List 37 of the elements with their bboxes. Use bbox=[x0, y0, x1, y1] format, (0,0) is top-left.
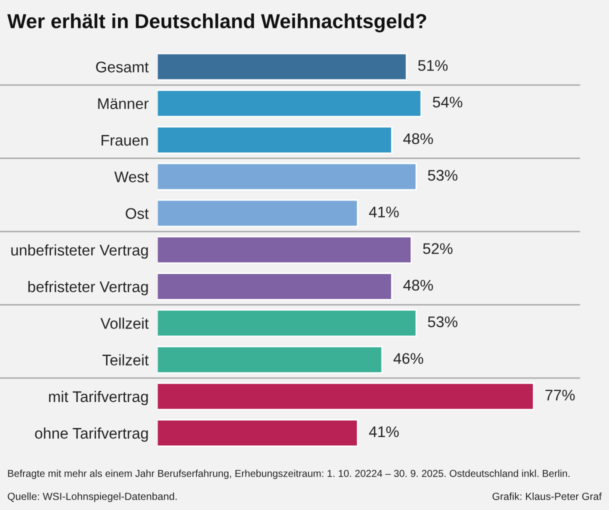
bar bbox=[157, 419, 358, 447]
bar bbox=[157, 309, 417, 338]
data-label: 46% bbox=[393, 353, 424, 364]
y-tick-label: Vollzeit bbox=[100, 318, 149, 329]
text: Befragte mit mehr als einem Jahr Berufserfahrung, Erhebungszeitraum: 1. 10. 20224 – 30. 9. 2025. Ostdeutschland inkl. Berlin. bbox=[8, 470, 570, 479]
data-label: 53% bbox=[428, 170, 458, 181]
y-tick-label: Männer bbox=[98, 98, 149, 110]
data-label: 48% bbox=[403, 133, 433, 144]
y-tick-label: Ost bbox=[126, 208, 149, 219]
y-tick-label: ohne Tarifvertrag bbox=[35, 428, 148, 442]
bar bbox=[157, 272, 392, 300]
data-label: 51% bbox=[418, 60, 448, 71]
data-label: 41% bbox=[369, 206, 399, 218]
bar bbox=[157, 162, 417, 191]
bar bbox=[157, 126, 392, 154]
y-tick-label: Teilzeit bbox=[102, 354, 149, 366]
y-tick-label: unbefristeter Vertrag bbox=[11, 244, 148, 259]
y-tick-label: Gesamt bbox=[96, 62, 149, 72]
source-note: Quelle: WSI-Lohnspiegel-Datenband. bbox=[8, 492, 177, 502]
y-tick-label: mit Tarifvertrag bbox=[49, 390, 148, 406]
bar bbox=[157, 90, 422, 118]
data-label: 41% bbox=[369, 426, 399, 438]
bar bbox=[157, 52, 408, 81]
data-label: 52% bbox=[423, 243, 453, 254]
data-label: 77% bbox=[545, 390, 575, 400]
y-tick-label: Frauen bbox=[102, 135, 148, 146]
y-tick-label: West bbox=[114, 172, 149, 182]
bar bbox=[157, 236, 412, 264]
bar bbox=[157, 199, 358, 228]
bar bbox=[157, 382, 534, 410]
data-label: 54% bbox=[432, 96, 462, 108]
text: Grafik: Klaus-Peter Graf bbox=[492, 492, 602, 500]
data-label: 48% bbox=[403, 280, 433, 291]
data-label: 53% bbox=[428, 316, 458, 328]
y-tick-label: befristeter Vertrag bbox=[28, 280, 148, 296]
chart-title: Wer erhält in Deutschland Weihnachtsgeld? bbox=[7, 14, 426, 32]
bar bbox=[157, 346, 383, 374]
